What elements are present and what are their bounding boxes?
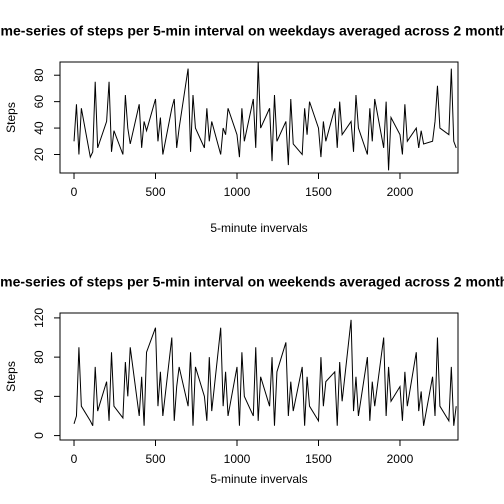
y-tick-label: 120	[32, 308, 46, 328]
y-tick-label: 40	[32, 389, 46, 403]
y-axis-label: Steps	[4, 102, 18, 133]
x-tick-label: 0	[71, 452, 78, 466]
x-tick-label: 500	[145, 452, 165, 466]
plot-frame	[59, 312, 459, 441]
x-tick-label: 500	[145, 185, 165, 199]
y-tick-label: 0	[32, 432, 46, 439]
chart-title: Time-series of steps per 5-min interval …	[0, 274, 504, 290]
y-tick-label: 60	[32, 95, 46, 109]
y-tick-label: 20	[32, 148, 46, 162]
x-tick-label: 1500	[305, 185, 332, 199]
y-tick-label: 80	[32, 350, 46, 364]
y-axis-label: Steps	[4, 361, 18, 392]
x-tick-label: 1500	[305, 452, 332, 466]
series-line	[73, 61, 457, 171]
x-axis-label: 5-minute invervals	[210, 472, 307, 486]
x-tick-label: 1000	[224, 452, 251, 466]
series-line	[73, 319, 457, 427]
x-tick-label: 2000	[387, 452, 414, 466]
plot-frame	[59, 61, 459, 174]
x-axis-label: 5-minute invervals	[210, 221, 307, 235]
x-tick-label: 1000	[224, 185, 251, 199]
x-tick-label: 0	[71, 185, 78, 199]
y-tick-label: 40	[32, 121, 46, 135]
x-tick-label: 2000	[387, 185, 414, 199]
chart-title: Time-series of steps per 5-min interval …	[0, 23, 504, 39]
y-tick-label: 80	[32, 68, 46, 82]
